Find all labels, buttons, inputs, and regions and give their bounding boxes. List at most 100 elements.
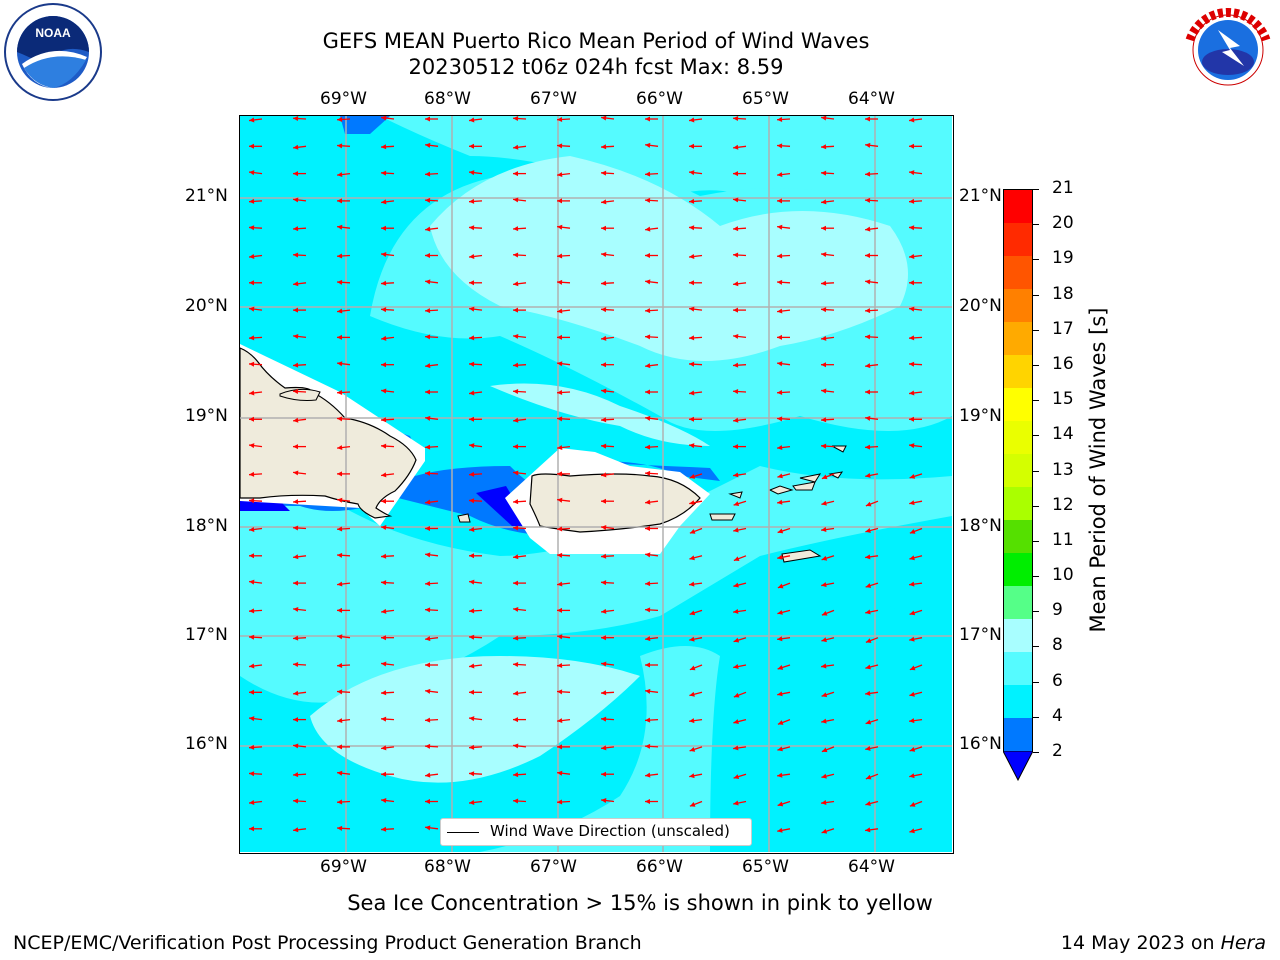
wind-wave-arrowhead — [337, 634, 343, 640]
wind-wave-arrowhead — [733, 637, 740, 643]
colorbar-segment — [1004, 454, 1032, 488]
nws-logo-icon — [1178, 0, 1278, 100]
colorbar-tick-mark — [1033, 189, 1039, 190]
wind-wave-arrowhead — [249, 390, 255, 396]
wind-wave-arrowhead — [381, 280, 387, 286]
colorbar-tick-mark — [1033, 294, 1039, 296]
wind-wave-arrowhead — [337, 172, 343, 178]
wind-wave-arrowhead — [469, 117, 475, 123]
wind-wave-arrowhead — [557, 552, 563, 558]
wind-wave-arrowhead — [777, 665, 784, 670]
wind-wave-arrowhead — [293, 116, 299, 122]
wind-wave-arrowhead — [381, 498, 386, 504]
wind-wave-arrowhead — [513, 362, 519, 368]
wind-wave-arrowhead — [865, 719, 872, 725]
wind-wave-arrowhead — [293, 252, 299, 258]
wind-wave-arrowhead — [557, 634, 563, 640]
wind-wave-arrowhead — [777, 720, 784, 725]
wind-wave-arrowhead — [293, 606, 299, 612]
colorbar-tick-mark — [1033, 224, 1039, 226]
wind-wave-arrowhead — [293, 827, 299, 833]
wind-wave-arrowhead — [909, 773, 915, 779]
wind-wave-arrowhead — [689, 691, 695, 697]
colorbar-tick-mark — [1033, 435, 1039, 437]
wind-wave-arrowhead — [337, 224, 343, 230]
wind-wave-arrowhead — [425, 171, 431, 177]
wind-wave-arrowhead — [381, 580, 387, 586]
colorbar-tick-label: 14 — [1052, 424, 1074, 445]
lon-label-top: 66°W — [636, 89, 683, 109]
wind-wave-arrowhead — [645, 607, 651, 613]
colorbar-segment — [1004, 520, 1032, 554]
wind-wave-arrowhead — [645, 142, 651, 148]
wind-wave-arrowhead — [601, 472, 607, 478]
wind-wave-arrowhead — [293, 389, 299, 395]
lat-label-left: 19°N — [185, 406, 228, 426]
wind-wave-arrowhead — [469, 225, 475, 231]
wind-wave-arrowhead — [249, 117, 255, 123]
colorbar-tick-mark — [1033, 364, 1039, 366]
wind-wave-arrowhead — [601, 798, 607, 804]
wind-wave-arrowhead — [601, 335, 607, 341]
wind-wave-arrowhead — [513, 580, 518, 586]
colorbar-segment — [1004, 388, 1032, 422]
wind-wave-arrowhead — [469, 689, 474, 695]
lat-label-left: 20°N — [185, 296, 228, 316]
wind-wave-arrowhead — [513, 252, 519, 258]
colorbar-segment — [1004, 256, 1032, 290]
wind-wave-arrowhead — [601, 388, 607, 394]
wind-wave-arrowhead — [601, 745, 607, 751]
wind-wave-arrowhead — [601, 525, 607, 531]
wind-wave-arrowhead — [645, 581, 651, 587]
legend-label: Wind Wave Direction (unscaled) — [490, 822, 730, 840]
wind-wave-arrowhead — [381, 553, 387, 559]
wind-wave-arrowhead — [337, 825, 343, 831]
colorbar-label: Mean Period of Wind Waves [s] — [1086, 307, 1110, 633]
wind-wave-arrowhead — [601, 252, 607, 258]
lat-label-right: 17°N — [959, 625, 1002, 645]
wind-wave-arrowhead — [689, 225, 695, 231]
wind-wave-arrowhead — [601, 280, 607, 286]
wind-wave-arrowhead — [601, 580, 607, 586]
wind-wave-arrowhead — [601, 716, 607, 722]
wind-wave-arrowhead — [733, 692, 740, 698]
wind-wave-arrowhead — [249, 225, 255, 231]
legend-line-icon — [447, 832, 479, 833]
wind-wave-arrowhead — [337, 279, 343, 285]
colorbar-tick-mark — [1033, 329, 1039, 331]
wind-wave-arrowhead — [645, 470, 651, 476]
wind-wave-arrowhead — [293, 307, 298, 313]
wind-wave-arrowhead — [513, 798, 519, 804]
wind-wave-arrowhead — [689, 143, 694, 149]
wind-wave-arrowhead — [689, 170, 695, 176]
wind-wave-arrowhead — [909, 636, 915, 642]
wind-wave-arrowhead — [733, 501, 740, 507]
wind-wave-arrowhead — [777, 279, 783, 285]
wind-wave-arrowhead — [909, 802, 916, 807]
wind-wave-arrowhead — [865, 279, 871, 285]
wind-wave-arrowhead — [909, 390, 915, 396]
wind-wave-arrowhead — [601, 144, 607, 150]
wind-wave-arrowhead — [865, 197, 871, 203]
wind-wave-arrowhead — [337, 689, 343, 695]
wind-wave-arrowhead — [469, 526, 475, 532]
wind-wave-arrowhead — [293, 772, 299, 778]
wind-wave-arrowhead — [909, 828, 915, 834]
wind-wave-arrowhead — [557, 198, 562, 204]
wind-wave-arrowhead — [689, 773, 695, 779]
wind-wave-arrowhead — [337, 526, 343, 532]
wind-wave-arrowhead — [513, 470, 519, 476]
wind-wave-arrowhead — [557, 581, 563, 587]
wind-wave-arrowhead — [557, 607, 562, 613]
lon-label-bottom: 69°W — [320, 857, 367, 877]
wind-wave-arrowhead — [337, 361, 343, 367]
wind-wave-arrowhead — [337, 607, 342, 613]
wind-wave-arrowhead — [777, 361, 783, 367]
wind-wave-arrowhead — [865, 801, 871, 806]
colorbar-tick-label: 17 — [1052, 318, 1074, 339]
wind-wave-arrowhead — [469, 361, 475, 367]
wind-wave-arrowhead — [645, 688, 651, 694]
wind-wave-arrowhead — [469, 634, 475, 640]
wind-wave-arrowhead — [469, 553, 474, 559]
noaa-logo-text: NOAA — [35, 26, 71, 40]
